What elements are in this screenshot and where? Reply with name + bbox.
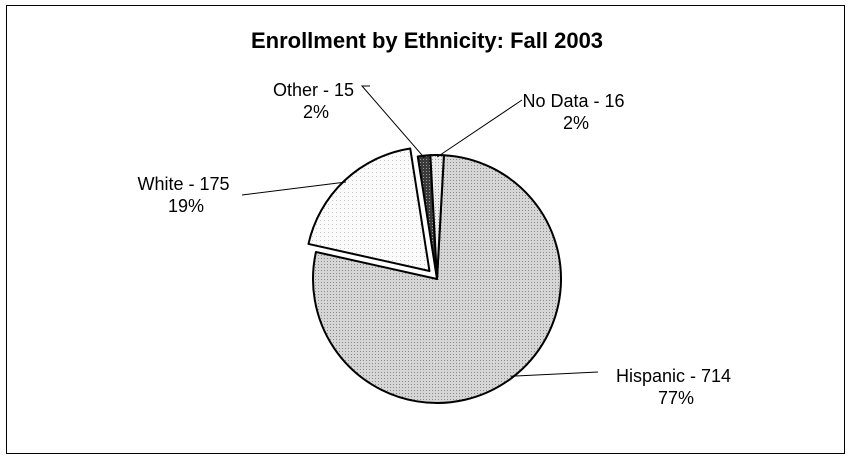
leader-line-no-data: [436, 99, 523, 158]
data-label-hispanic-percent: 77%: [658, 388, 694, 408]
data-label-hispanic: Hispanic - 714 77%: [616, 366, 736, 408]
data-label-other-percent: 2%: [303, 102, 329, 122]
pie-slice-no-data: [429, 154, 445, 280]
data-label-white: White - 175 19%: [137, 174, 234, 216]
data-label-other-name: Other - 15: [273, 80, 354, 100]
leader-line-white: [241, 181, 347, 196]
chart-title: Enrollment by Ethnicity: Fall 2003: [251, 28, 603, 53]
data-label-no-data-percent: 2%: [563, 113, 589, 133]
data-label-other: Other - 15 2%: [273, 80, 359, 122]
data-label-white-name: White - 175: [137, 174, 229, 194]
leader-line-other: [360, 85, 425, 158]
data-label-hispanic-name: Hispanic - 714: [616, 366, 731, 386]
pie-slice-white: [307, 147, 431, 272]
data-label-no-data-name: No Data - 16: [522, 91, 624, 111]
data-label-white-percent: 19%: [168, 196, 204, 216]
data-label-no-data: No Data - 16 2%: [522, 91, 629, 133]
leader-line-hispanic: [510, 371, 599, 377]
